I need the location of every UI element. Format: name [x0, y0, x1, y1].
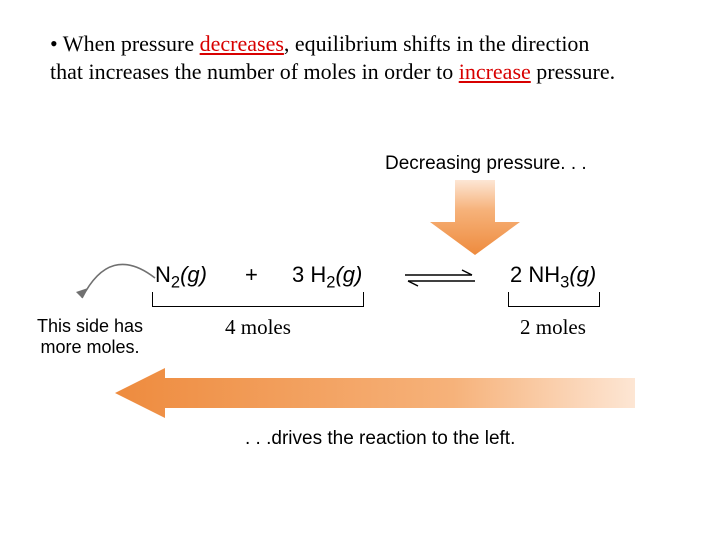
bullet-l1-pre: When pressure — [58, 31, 200, 56]
bullet-l2-pre: that increases the number of moles in or… — [50, 59, 459, 84]
moles-right-label: 2 moles — [520, 315, 586, 340]
decreasing-pressure-label: Decreasing pressure. . . — [385, 153, 587, 175]
bracket-left — [152, 292, 364, 307]
eq-h2-coeff: 3 — [292, 262, 310, 287]
side-note: This side has more moles. — [25, 316, 155, 358]
eq-nh3: 2 NH3(g) — [510, 262, 596, 292]
eq-nh3-state: (g) — [569, 262, 596, 287]
bullet-marker: • — [50, 31, 58, 56]
eq-n2-sub: 2 — [171, 273, 180, 291]
bracket-right — [508, 292, 600, 307]
down-arrow-icon — [430, 180, 520, 255]
equilibrium-arrows-icon — [400, 268, 480, 288]
eq-nh3-coeff: 2 — [510, 262, 528, 287]
moles-left-label: 4 moles — [225, 315, 291, 340]
curve-pointer-icon — [70, 248, 170, 318]
eq-plus: + — [245, 262, 258, 288]
bullet-l1-emph: decreases — [200, 31, 284, 56]
slide-root: • When pressure decreases, equilibrium s… — [0, 0, 720, 540]
side-note-l1: This side has — [37, 316, 143, 336]
side-note-l2: more moles. — [40, 337, 139, 357]
left-arrow-icon — [115, 368, 635, 418]
eq-h2-sp: H — [310, 262, 326, 287]
eq-nh3-sub: 3 — [560, 273, 569, 291]
bullet-l2-post: pressure. — [531, 59, 615, 84]
drives-left-label: . . .drives the reaction to the left. — [245, 428, 515, 450]
eq-n2-state: (g) — [180, 262, 207, 287]
eq-h2: 3 H2(g) — [292, 262, 362, 292]
bullet-l1-post: , equilibrium shifts in the direction — [284, 31, 590, 56]
eq-nh3-sp: NH — [528, 262, 560, 287]
eq-h2-state: (g) — [335, 262, 362, 287]
bullet-l2-emph: increase — [459, 59, 531, 84]
bullet-paragraph: • When pressure decreases, equilibrium s… — [50, 30, 690, 85]
